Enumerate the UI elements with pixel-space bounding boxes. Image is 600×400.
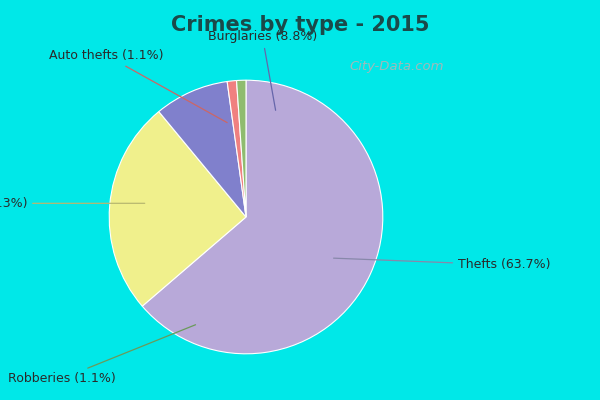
Text: Robberies (1.1%): Robberies (1.1%) — [8, 325, 196, 385]
Text: Burglaries (8.8%): Burglaries (8.8%) — [208, 30, 317, 110]
Wedge shape — [142, 80, 383, 354]
Wedge shape — [109, 112, 246, 306]
Text: Crimes by type - 2015: Crimes by type - 2015 — [171, 15, 429, 35]
Text: City-Data.com: City-Data.com — [350, 60, 445, 73]
Text: Assaults (25.3%): Assaults (25.3%) — [0, 197, 145, 210]
Wedge shape — [236, 80, 246, 217]
Text: Auto thefts (1.1%): Auto thefts (1.1%) — [49, 49, 227, 123]
Wedge shape — [227, 80, 246, 217]
Wedge shape — [159, 82, 246, 217]
Text: Thefts (63.7%): Thefts (63.7%) — [334, 258, 551, 271]
